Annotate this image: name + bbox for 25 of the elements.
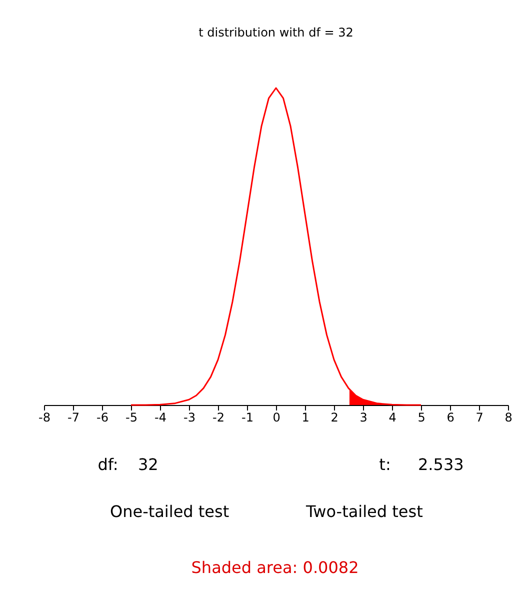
x-tick-label: 6 (446, 410, 454, 424)
x-tick-label: -2 (212, 410, 224, 424)
x-tick-label: -1 (242, 410, 254, 424)
text: Two-tailed test (305, 502, 423, 521)
x-tick-label: 7 (476, 410, 484, 424)
x-tick-label: -4 (154, 410, 166, 424)
x-tick-label: 4 (388, 410, 396, 424)
x-tick-label: -3 (184, 410, 196, 424)
text: df: (98, 455, 118, 474)
x-tick-label: 0 (272, 410, 280, 424)
x-tick-label: -8 (38, 410, 50, 424)
x-tick-label: 5 (418, 410, 426, 424)
x-tick-label: 2 (330, 410, 338, 424)
x-tick-label: -6 (96, 410, 108, 424)
x-tick-label: -5 (126, 410, 138, 424)
text: 32 (138, 455, 158, 474)
text: t: (379, 455, 391, 474)
text: One-tailed test (110, 502, 230, 521)
x-tick-label: 3 (360, 410, 368, 424)
x-tick-label: -7 (68, 410, 80, 424)
text: Shaded area: 0.0082 (191, 558, 359, 577)
x-tick-label: 8 (504, 410, 512, 424)
text: 2.533 (418, 455, 464, 474)
x-tick-label: 1 (302, 410, 310, 424)
chart-title: t distribution with df = 32 (198, 25, 354, 40)
